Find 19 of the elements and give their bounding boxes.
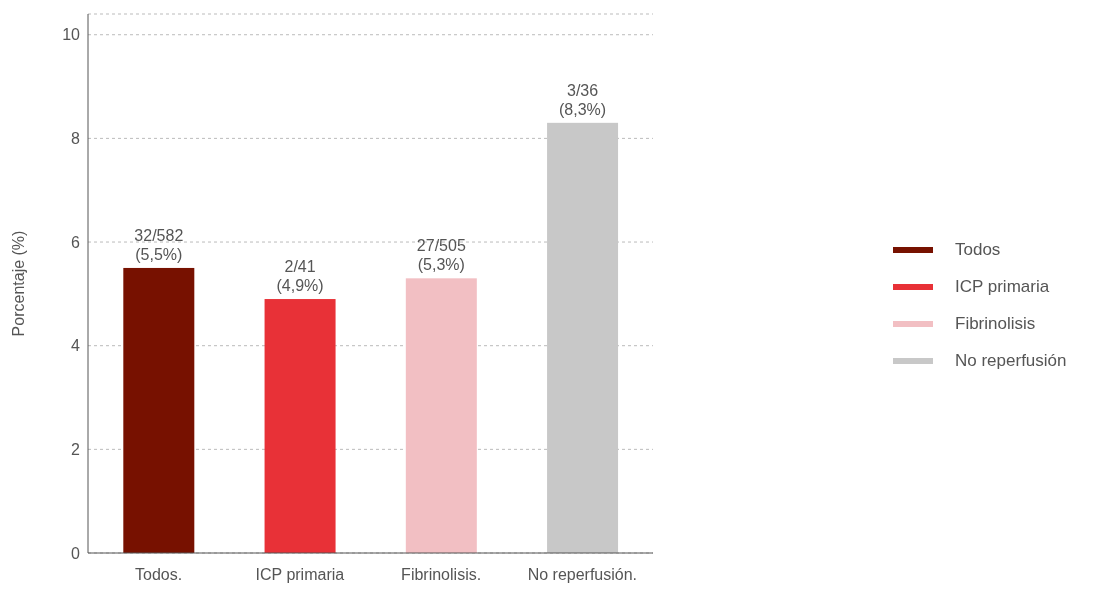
- y-tick-label: 0: [71, 544, 81, 562]
- data-label: 3/36 (8,3%): [559, 81, 607, 118]
- data-label: 32/582 (5,5%): [134, 226, 184, 263]
- y-tick-label: 8: [71, 130, 81, 148]
- y-axis-title: Porcentaje (%): [9, 230, 27, 337]
- legend-label: No reperfusión: [955, 351, 1067, 371]
- x-tick-label: Todos.: [135, 566, 183, 584]
- y-tick-label: 2: [71, 441, 81, 459]
- x-tick-label: ICP primaria: [255, 566, 345, 584]
- legend-label: Todos: [955, 240, 1001, 260]
- data-label: 27/505 (5,3%): [416, 237, 466, 274]
- data-label: 2/41 (4,9%): [276, 258, 324, 295]
- x-tick-label: No reperfusión.: [527, 566, 638, 584]
- y-tick-label: 6: [71, 233, 81, 251]
- legend-label: ICP primaria: [955, 277, 1050, 297]
- y-tick-label: 10: [62, 26, 81, 44]
- legend-label: Fibrinolisis: [955, 314, 1036, 334]
- y-tick-label: 4: [71, 337, 81, 355]
- x-tick-label: Fibrinolisis.: [401, 566, 482, 584]
